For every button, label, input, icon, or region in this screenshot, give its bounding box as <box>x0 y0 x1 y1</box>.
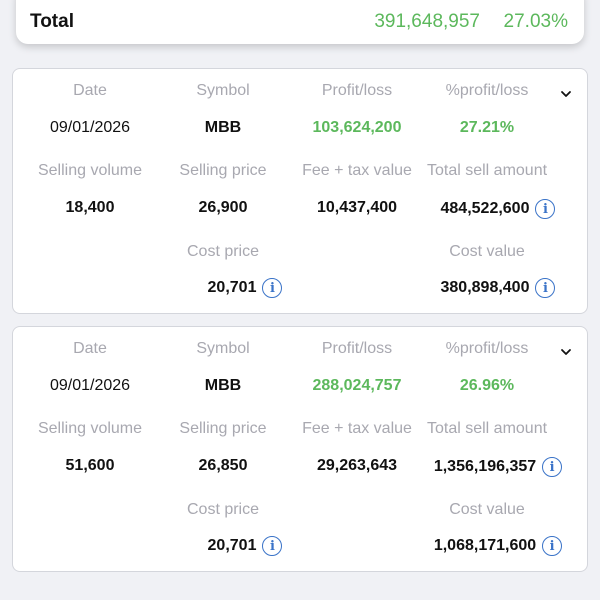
symbol-label: Symbol <box>196 82 250 99</box>
trade-card[interactable]: Date Symbol Profit/loss %profit/loss 09/… <box>12 68 588 314</box>
info-icon[interactable]: i <box>542 457 563 477</box>
total-sell-label: Total sell amount <box>426 420 548 437</box>
trade-symbol: MBB <box>204 119 242 136</box>
info-icon[interactable]: i <box>542 536 563 556</box>
total-sell-value: 484,522,600 <box>440 200 530 217</box>
total-summary-card: Total 391,648,957 27.03% <box>16 0 584 44</box>
total-label: Total <box>30 11 74 32</box>
selling-price-value: 26,850 <box>198 457 248 474</box>
pct-profit-loss-label: %profit/loss <box>445 340 529 357</box>
cost-price-label: Cost price <box>186 501 260 518</box>
selling-volume-label: Selling volume <box>37 420 143 437</box>
cost-price: 20,701 i <box>175 278 315 298</box>
trade-profit-loss: 288,024,757 <box>312 377 402 394</box>
selling-price-value: 26,900 <box>198 199 248 216</box>
fee-tax-value: 29,263,643 <box>316 457 398 474</box>
selling-price-label: Selling price <box>179 420 267 437</box>
pct-profit-loss-label: %profit/loss <box>445 82 529 99</box>
trade-date: 09/01/2026 <box>49 377 131 394</box>
fee-tax-value: 10,437,400 <box>316 199 398 216</box>
info-icon[interactable]: i <box>535 278 556 298</box>
total-profit-value: 391,648,957 <box>374 11 480 32</box>
symbol-label: Symbol <box>196 340 250 357</box>
cost-value: 380,898,400 i <box>413 278 583 298</box>
total-profit-percent: 27.03% <box>503 11 568 32</box>
cost-price-label: Cost price <box>186 243 260 260</box>
cost-value-value: 380,898,400 <box>440 279 530 296</box>
trade-profit-loss: 103,624,200 <box>312 119 402 136</box>
trade-pct-profit-loss: 27.21% <box>459 119 515 136</box>
chevron-down-icon[interactable] <box>559 345 573 359</box>
fee-tax-label: Fee + tax value <box>302 162 412 179</box>
cost-price-value: 20,701 <box>207 279 257 296</box>
info-icon[interactable]: i <box>262 536 283 556</box>
trade-pct-profit-loss: 26.96% <box>459 377 515 394</box>
selling-volume-label: Selling volume <box>37 162 143 179</box>
cost-value-label: Cost value <box>449 243 525 260</box>
trade-symbol: MBB <box>204 377 242 394</box>
date-label: Date <box>73 82 107 99</box>
total-sell-amount: 1,356,196,357 i <box>413 457 583 477</box>
profit-loss-label: Profit/loss <box>321 340 393 357</box>
profit-loss-label: Profit/loss <box>321 82 393 99</box>
trade-date: 09/01/2026 <box>49 119 131 136</box>
selling-price-label: Selling price <box>179 162 267 179</box>
total-sell-amount: 484,522,600 i <box>413 199 583 219</box>
cost-value-label: Cost value <box>449 501 525 518</box>
info-icon[interactable]: i <box>535 199 556 219</box>
cost-value-value: 1,068,171,600 <box>433 537 537 554</box>
total-sell-label: Total sell amount <box>426 162 548 179</box>
fee-tax-label: Fee + tax value <box>302 420 412 437</box>
info-icon[interactable]: i <box>262 278 283 298</box>
total-sell-value: 1,356,196,357 <box>433 458 537 475</box>
cost-price: 20,701 i <box>175 536 315 556</box>
date-label: Date <box>73 340 107 357</box>
cost-price-value: 20,701 <box>207 537 257 554</box>
trade-card[interactable]: Date Symbol Profit/loss %profit/loss 09/… <box>12 326 588 572</box>
selling-volume-value: 51,600 <box>65 457 115 474</box>
chevron-down-icon[interactable] <box>559 87 573 101</box>
selling-volume-value: 18,400 <box>65 199 115 216</box>
cost-value: 1,068,171,600 i <box>413 536 583 556</box>
